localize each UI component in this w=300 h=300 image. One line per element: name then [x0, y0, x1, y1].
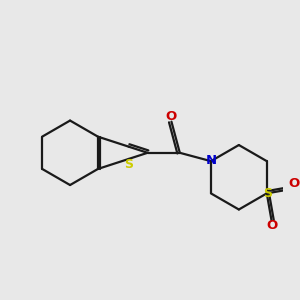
Text: O: O	[266, 219, 278, 232]
Text: N: N	[206, 154, 217, 167]
Text: O: O	[289, 177, 300, 190]
Text: S: S	[124, 158, 133, 170]
Text: S: S	[263, 187, 272, 200]
Text: O: O	[166, 110, 177, 123]
